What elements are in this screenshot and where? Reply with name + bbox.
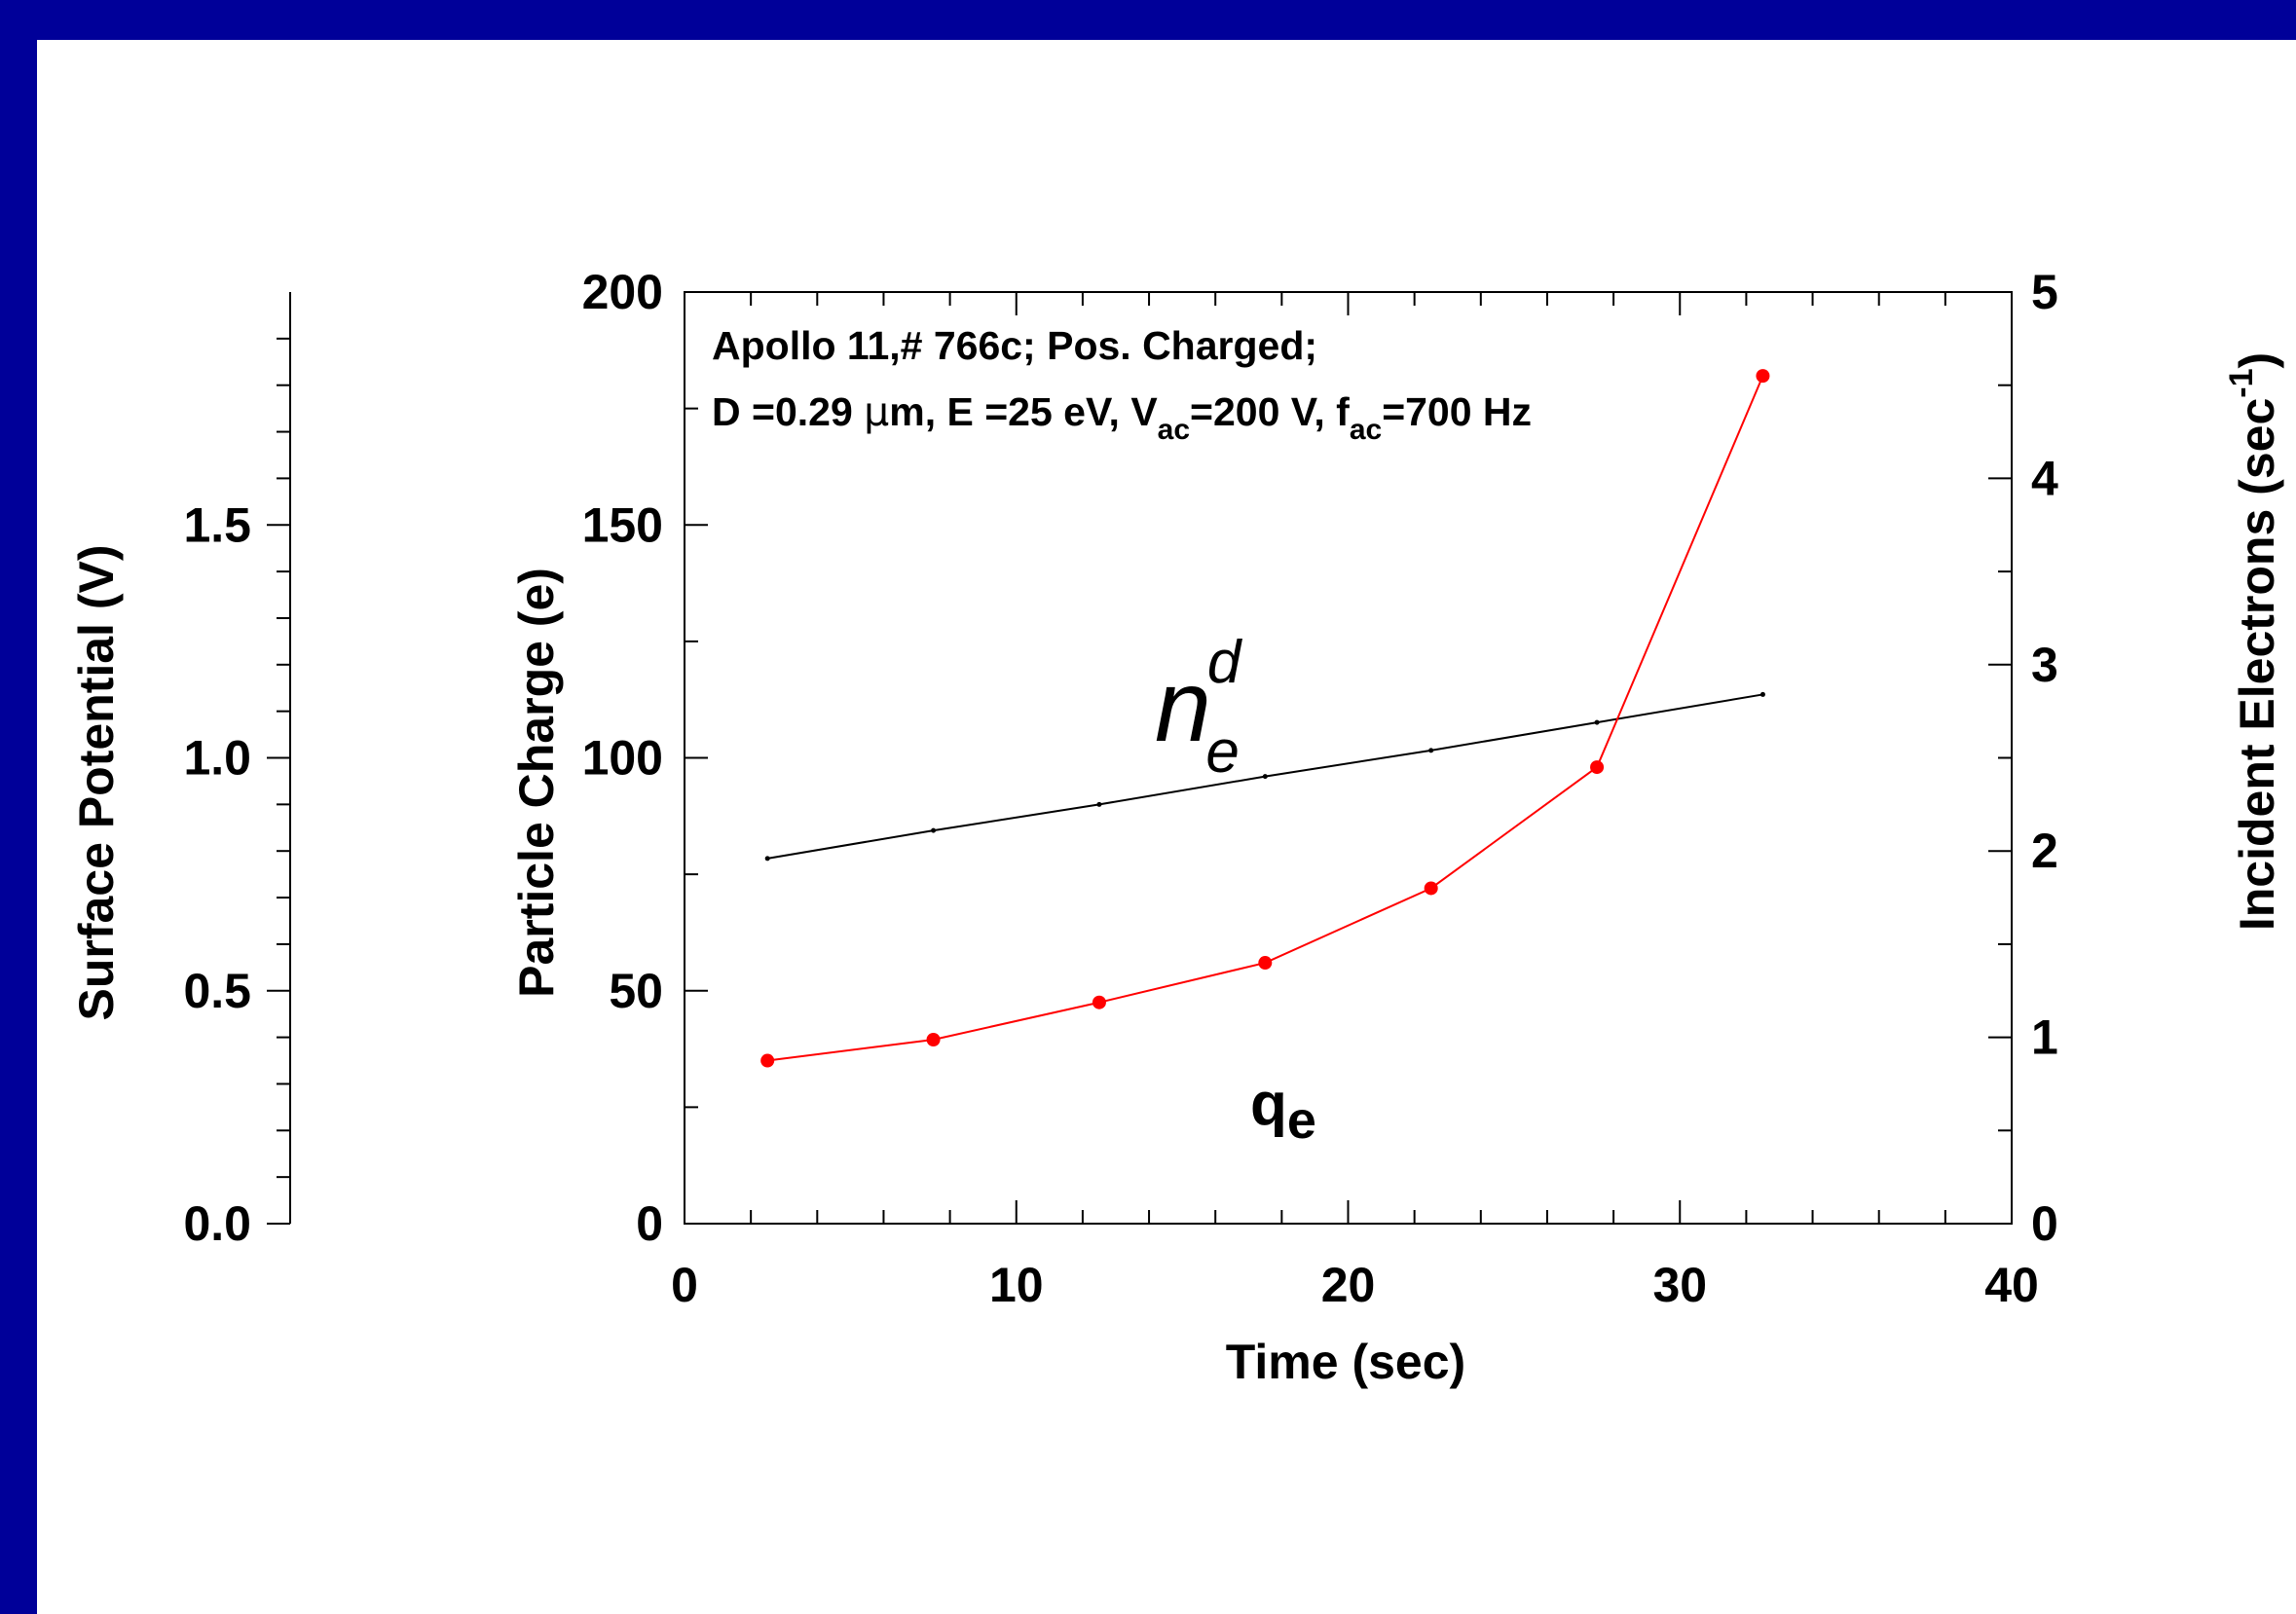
series-point-0	[1262, 774, 1268, 780]
x-tick-label: 30	[1652, 1258, 1707, 1312]
series-label-qe: qe	[1250, 1071, 1316, 1150]
y-right-tick-label: 0	[2031, 1196, 2058, 1251]
annotation-sub-1: ac	[1158, 414, 1190, 446]
series-point-1	[1590, 760, 1605, 775]
series-label-ne: nd e	[1155, 629, 1243, 786]
annotation-line-2: D =0.29 µm, E =25 eV, Vac=200 V, fac=700…	[712, 388, 1532, 446]
y-left-tick-label: 0	[636, 1196, 663, 1251]
series-label-ne-sup: d	[1207, 629, 1243, 696]
series-label-ne-base: n	[1155, 650, 1211, 763]
time-axis-title: Time (sec)	[1226, 1335, 1465, 1389]
x-tick-label: 20	[1321, 1258, 1376, 1312]
incident-electrons-axis-title-sup: -1	[2223, 369, 2260, 398]
y-right-tick-label: 1	[2031, 1010, 2058, 1065]
series-point-1	[1756, 369, 1770, 384]
x-tick-label: 0	[671, 1258, 698, 1312]
axis-tick-labels: 0 10 20 30 40 0 50 100 150 200 0 1 2 3 4 5	[582, 265, 2058, 1312]
series-label-qe-sub: e	[1287, 1091, 1316, 1150]
series-point-1	[1258, 956, 1273, 971]
incident-electrons-axis-title-main: Incident Electrons (sec	[2230, 398, 2284, 931]
x-tick-label: 40	[1984, 1258, 2039, 1312]
chart: 0.00.51.01.5 Surface Potential (V) 0 10 20…	[69, 265, 2284, 1389]
y-left-tick-label: 200	[582, 265, 663, 319]
x-tick-label: 10	[989, 1258, 1044, 1312]
axis-ticks	[684, 291, 2013, 1225]
annotation-sub-2: ac	[1350, 414, 1382, 446]
y-right-tick-label: 3	[2031, 638, 2058, 692]
annotation-mu: µ	[864, 388, 889, 435]
surface-potential-axis-title: Surface Potential (V)	[69, 545, 124, 1021]
annotation-line-1: Apollo 11,# 766c; Pos. Charged;	[712, 323, 1317, 368]
series-point-1	[1424, 881, 1438, 896]
particle-charge-axis-title: Particle Charge (e)	[509, 568, 564, 998]
series-point-0	[764, 856, 770, 862]
incident-electrons-axis-title: Incident Electrons (sec-1)	[2223, 352, 2284, 931]
annotation-part-3: =200 V, f	[1190, 389, 1350, 434]
y-right-tick-label: 4	[2031, 451, 2058, 505]
series-point-1	[760, 1053, 775, 1068]
y-right-tick-label: 2	[2031, 824, 2058, 878]
series-layer	[760, 369, 1770, 1068]
series-point-0	[1096, 801, 1102, 807]
annotation-part-4: =700 Hz	[1382, 389, 1532, 434]
series-point-1	[926, 1032, 941, 1046]
surface-potential-tick-label: 1.0	[183, 731, 251, 786]
surface-potential-tick-label: 0.5	[183, 964, 251, 1018]
annotation-part-2: m, E =25 eV, V	[889, 389, 1158, 434]
surface-potential-axis: 0.0 0.5 1.0 1.5	[183, 292, 291, 1251]
y-left-tick-label: 150	[582, 497, 663, 552]
slide-panel: 0.0 0.5 1.0 1.5 Surface Potential (V) 0 10 20…	[37, 40, 2296, 1614]
surface-potential-tick-label: 1.5	[183, 497, 251, 552]
incident-electrons-axis-title-close: )	[2230, 352, 2284, 369]
y-right-tick-label: 5	[2031, 265, 2058, 319]
series-point-1	[1092, 995, 1106, 1009]
series-point-0	[931, 827, 937, 833]
series-point-0	[1759, 691, 1765, 697]
surface-potential-tick-label: 0.0	[183, 1196, 251, 1251]
series-label-ne-sub: e	[1205, 718, 1239, 786]
series-point-0	[1428, 748, 1434, 753]
y-left-tick-label: 100	[582, 731, 663, 786]
y-left-tick-label: 50	[609, 964, 663, 1018]
series-label-qe-base: q	[1250, 1071, 1287, 1138]
annotation-part-1: D =0.29	[712, 389, 864, 434]
series-point-0	[1594, 719, 1600, 725]
